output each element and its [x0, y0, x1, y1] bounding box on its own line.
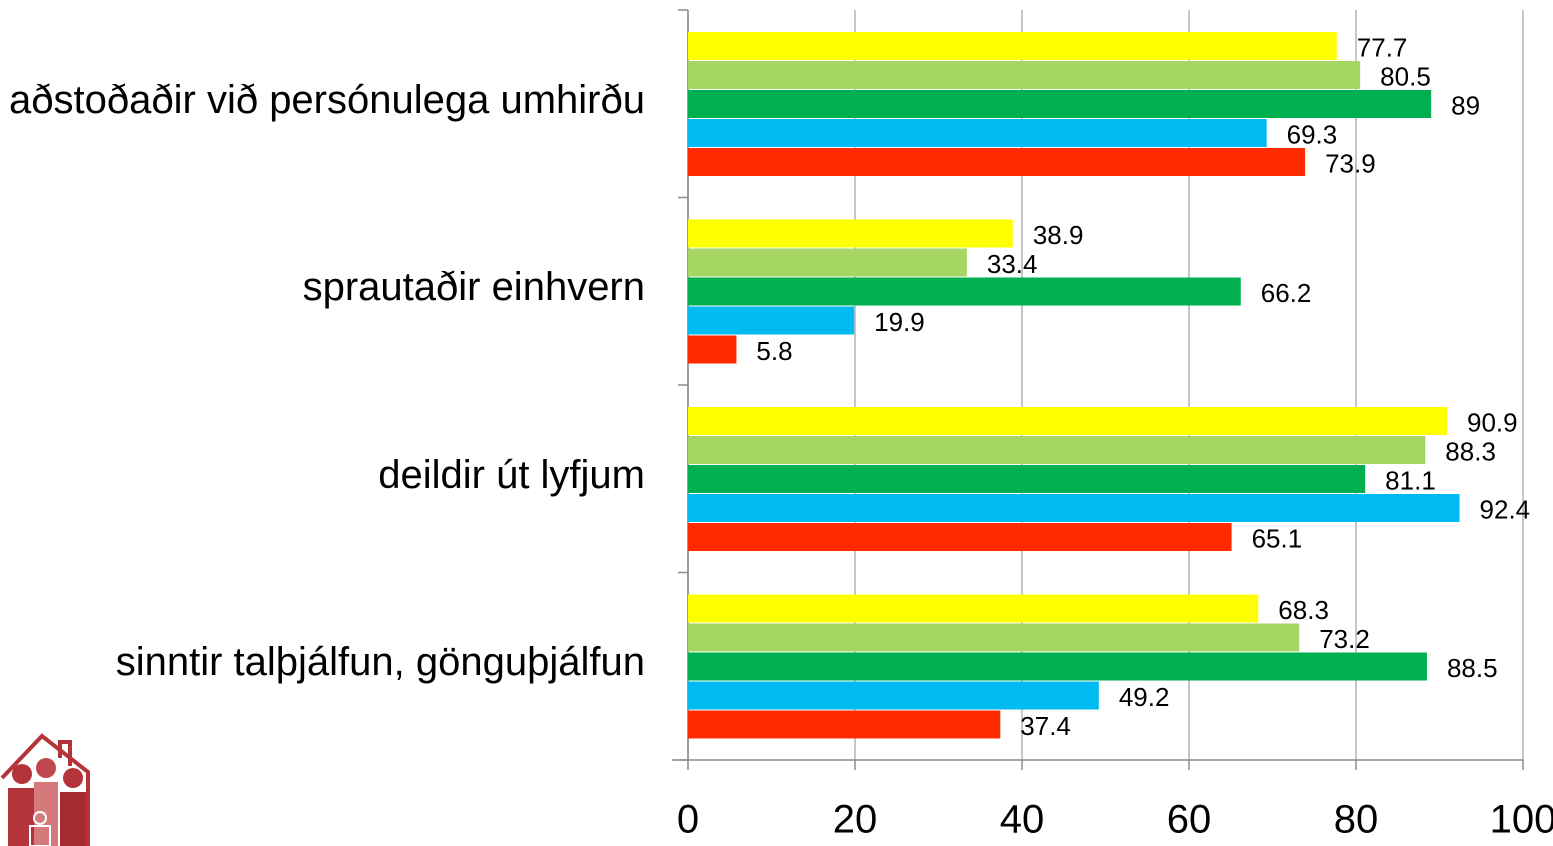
value-label: 81.1 [1385, 465, 1436, 495]
bar [688, 652, 1427, 681]
bar [688, 119, 1267, 147]
value-label: 73.9 [1325, 148, 1376, 178]
bar [688, 494, 1460, 522]
value-label: 80.5 [1380, 61, 1431, 91]
value-label: 92.4 [1480, 494, 1531, 524]
value-label: 73.2 [1319, 624, 1370, 654]
x-tick-label: 80 [1334, 798, 1379, 842]
value-label: 66.2 [1261, 278, 1312, 308]
bar [688, 306, 855, 335]
category-label-box: aðstoðaðir við persónulega umhirðu [0, 73, 645, 127]
category-label-box: deildir út lyfjum [0, 448, 645, 502]
bar [688, 277, 1241, 306]
bar [688, 523, 1232, 551]
x-tick-label: 20 [833, 798, 878, 842]
bar [688, 148, 1306, 176]
value-label: 5.8 [756, 336, 792, 366]
bar [688, 248, 967, 277]
y-tick-label: aðstoðaðir við persónulega umhirðu [9, 77, 645, 122]
category-label-box: sinntir talþjálfun, gönguþjálfun [0, 635, 645, 689]
value-label: 69.3 [1287, 119, 1338, 149]
bar [688, 335, 737, 364]
bar [688, 32, 1337, 60]
category-label-box: sprautaðir einhvern [0, 260, 645, 314]
bar [688, 594, 1259, 623]
value-label: 90.9 [1467, 407, 1518, 437]
value-label: 89 [1451, 90, 1480, 120]
bar [688, 219, 1013, 248]
bar [688, 436, 1426, 464]
value-label: 65.1 [1252, 523, 1303, 553]
value-label: 77.7 [1357, 32, 1408, 62]
x-tick-label: 0 [677, 798, 699, 842]
bar [688, 465, 1366, 493]
value-label: 88.3 [1445, 436, 1496, 466]
x-tick-label: 100 [1490, 798, 1553, 842]
value-label: 19.9 [874, 307, 925, 337]
x-tick-label: 40 [1000, 798, 1045, 842]
value-label: 88.5 [1447, 653, 1498, 683]
value-label: 38.9 [1033, 220, 1084, 250]
bar [688, 407, 1448, 435]
bar [688, 90, 1432, 118]
bar [688, 710, 1001, 739]
bar [688, 681, 1099, 710]
logo [0, 733, 90, 846]
value-label: 37.4 [1020, 711, 1071, 741]
value-label: 49.2 [1119, 682, 1170, 712]
value-label: 33.4 [987, 249, 1038, 279]
y-tick-label: sinntir talþjálfun, gönguþjálfun [115, 640, 645, 685]
bar [688, 623, 1300, 652]
x-tick-label: 60 [1167, 798, 1212, 842]
bar [688, 61, 1361, 89]
y-tick-label: sprautaðir einhvern [302, 265, 645, 310]
value-label: 68.3 [1278, 595, 1329, 625]
y-tick-label: deildir út lyfjum [378, 452, 645, 497]
